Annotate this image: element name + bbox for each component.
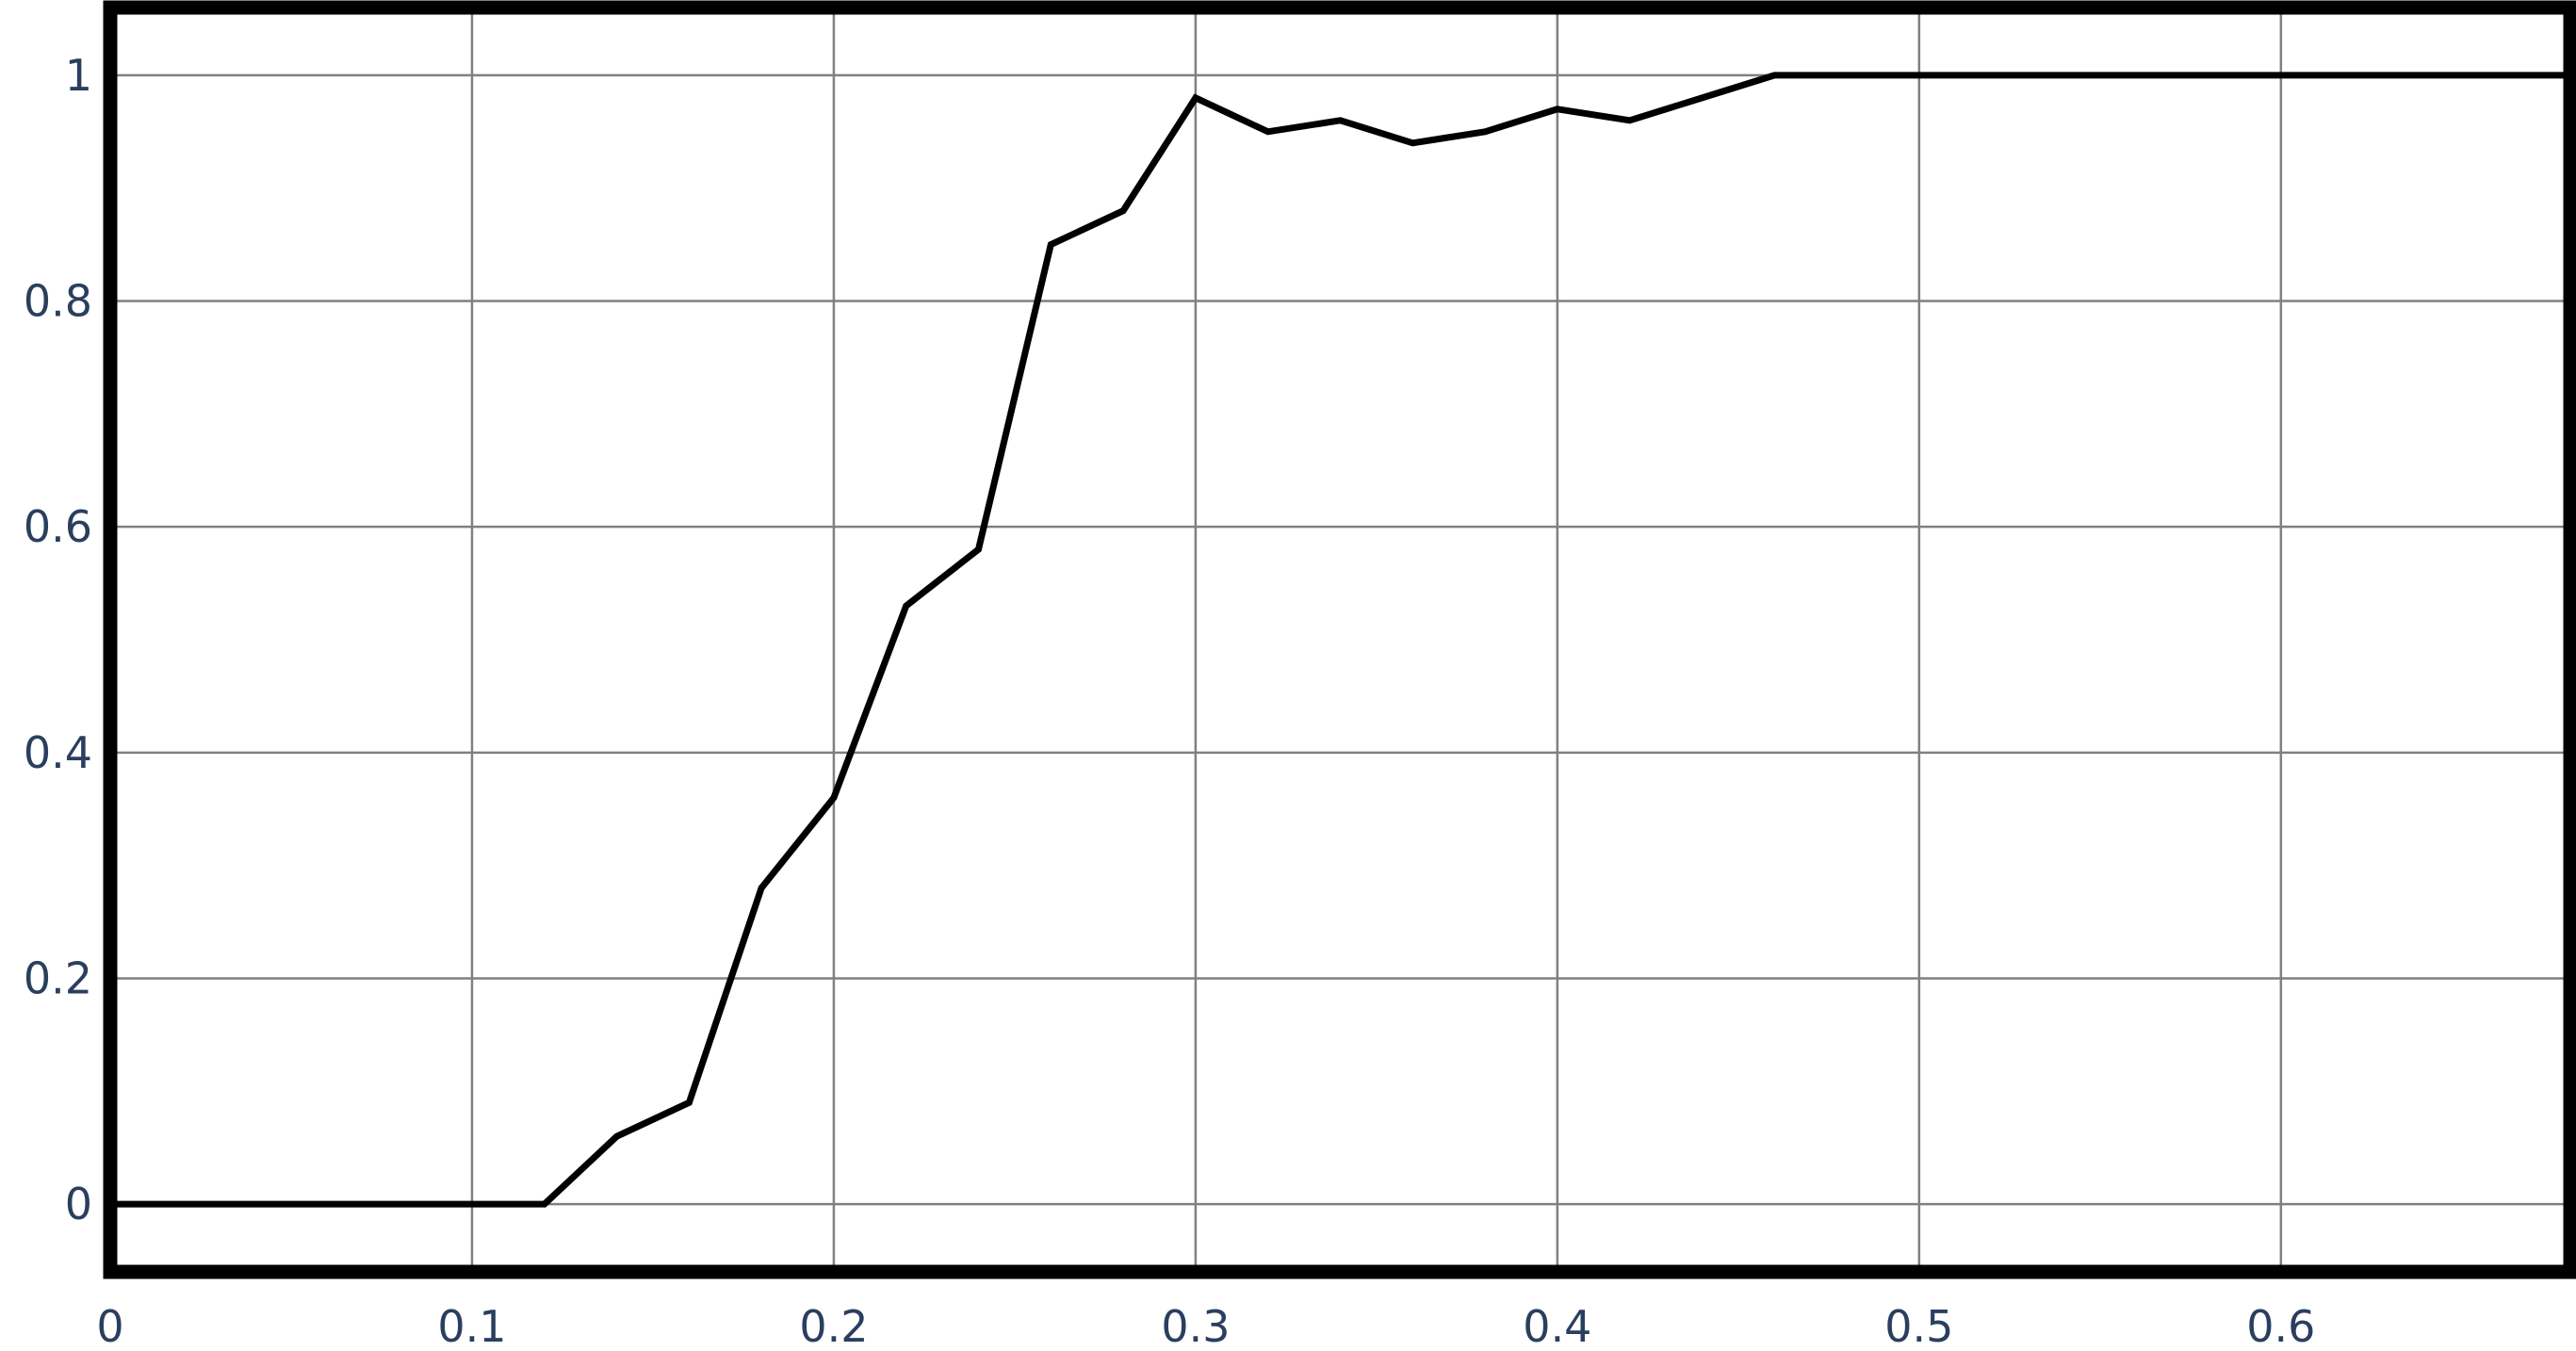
y-tick-label: 1 xyxy=(65,50,92,101)
x-tick-label: 0.2 xyxy=(799,1301,868,1351)
x-axis-ticks: 0 0.1 0.2 0.3 0.4 0.5 0.6 xyxy=(96,1301,2315,1351)
y-tick-label: 0.8 xyxy=(24,276,92,327)
series-line-0 xyxy=(110,72,2570,1208)
series-layer xyxy=(110,72,2570,1208)
plot-frame xyxy=(103,0,2576,1279)
x-tick-label: 0.4 xyxy=(1523,1301,1591,1351)
x-tick-label: 0.3 xyxy=(1161,1301,1230,1351)
y-tick-label: 0.6 xyxy=(24,501,92,552)
x-tick-label: 0.6 xyxy=(2246,1301,2315,1351)
x-tick-label: 0.5 xyxy=(1884,1301,1953,1351)
x-tick-label: 0 xyxy=(96,1301,123,1351)
y-tick-label: 0.2 xyxy=(24,952,92,1003)
y-tick-label: 0 xyxy=(65,1179,92,1229)
y-tick-label: 0.4 xyxy=(24,727,92,778)
x-tick-label: 0.1 xyxy=(437,1301,506,1351)
grid xyxy=(110,8,2570,1272)
y-axis-ticks: 0 0.2 0.4 0.6 0.8 1 xyxy=(24,50,92,1229)
